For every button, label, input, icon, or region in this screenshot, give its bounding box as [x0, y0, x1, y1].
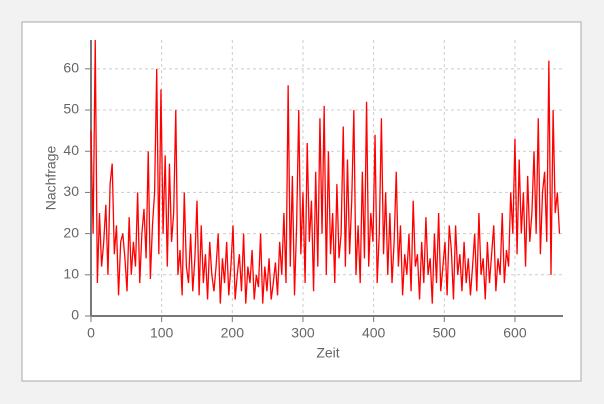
x-tick-label: 600: [503, 325, 527, 341]
x-tick-label: 500: [433, 325, 457, 341]
y-axis-label: Nachfrage: [43, 145, 59, 210]
y-tick-label: 10: [63, 266, 79, 282]
y-tick-label: 0: [71, 307, 79, 323]
y-tick-label: 60: [63, 60, 79, 76]
frame: [21, 21, 582, 382]
y-tick-label: 40: [63, 142, 79, 158]
x-tick-label: 300: [291, 325, 315, 341]
x-tick-label: 100: [150, 325, 174, 341]
y-tick-label: 30: [63, 183, 79, 199]
x-tick-label: 400: [362, 325, 386, 341]
data-line: [90, 39, 561, 304]
y-tick-label: 50: [63, 101, 79, 117]
x-axis-label: Zeit: [316, 345, 339, 361]
x-tick-label: 0: [87, 325, 95, 341]
y-tick-label: 20: [63, 224, 79, 240]
x-tick-label: 200: [221, 325, 245, 341]
